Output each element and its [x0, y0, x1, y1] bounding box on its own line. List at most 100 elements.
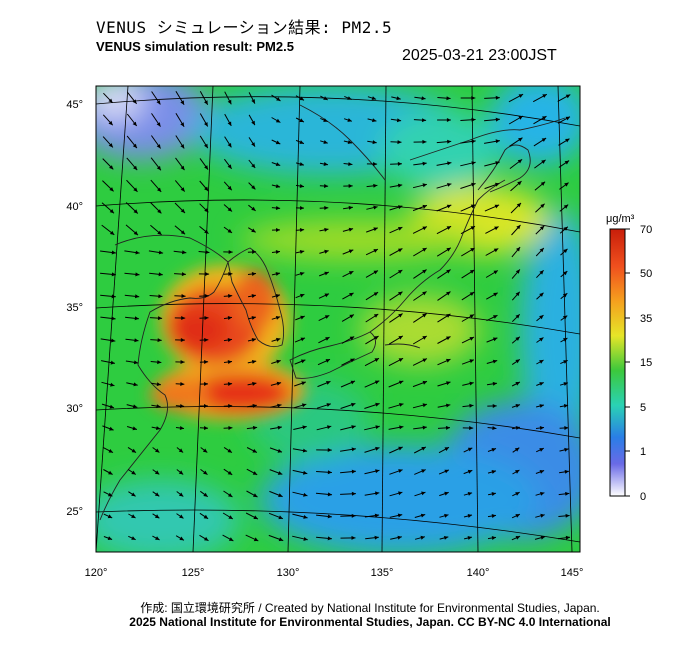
wind-arrow-head — [421, 447, 426, 451]
wind-arrow-head — [421, 469, 426, 473]
wind-arrow-head — [491, 514, 496, 518]
wind-arrow-head — [326, 403, 331, 407]
wind-arrow-head — [277, 471, 283, 475]
wind-arrow-head — [515, 314, 520, 319]
wind-arrow-head — [422, 291, 427, 296]
wind-arrow-head — [565, 94, 571, 99]
wind-arrow-head — [373, 249, 378, 253]
wind-arrow-head — [202, 448, 208, 453]
wind-arrow-head — [227, 448, 232, 453]
wind-arrow-head — [541, 159, 546, 164]
wind-arrow-head — [157, 230, 162, 235]
wind-arrow-head — [180, 165, 185, 171]
wind-arrow-head — [398, 313, 403, 318]
wind-arrow-head — [539, 404, 544, 408]
wind-arrow-head — [446, 247, 451, 252]
wind-arrow-head — [253, 515, 258, 519]
title-english: VENUS simulation result: PM2.5 — [96, 39, 294, 54]
wind-arrow-head — [204, 229, 209, 234]
wind-arrow-head — [228, 294, 233, 298]
wind-arrow-head — [275, 140, 281, 145]
wind-arrow-head — [467, 447, 473, 452]
wind-arrow-head — [134, 338, 139, 343]
wind-arrow-head — [493, 270, 498, 275]
wind-arrow-head — [542, 116, 547, 120]
credit-line: 作成: 国立環境研究所 / Created by National Instit… — [140, 601, 600, 615]
wind-arrow-head — [446, 358, 451, 363]
wind-arrow-head — [181, 294, 186, 298]
wind-arrow-head — [467, 469, 473, 474]
wind-arrow-head — [302, 448, 308, 453]
wind-arrow-head — [204, 316, 209, 320]
wind-arrow-head — [251, 163, 256, 168]
coastlines — [99, 104, 566, 521]
wind-arrow-head — [398, 205, 403, 210]
wind-arrow-head — [564, 447, 569, 452]
wind-arrow-head — [251, 206, 256, 211]
wind-arrow-head — [373, 162, 378, 166]
wind-arrow-head — [180, 187, 185, 192]
wind-arrow-head — [348, 205, 353, 210]
wind-arrow-head — [155, 448, 160, 453]
wind-arrow-head — [375, 425, 380, 430]
wind-arrow-head — [108, 470, 113, 475]
wind-arrow-head — [131, 536, 136, 540]
wind-arrow-head — [565, 116, 570, 121]
timestamp: 2025-03-21 23:00JST — [402, 47, 557, 64]
wind-arrow-head — [493, 315, 498, 319]
wind-arrow-head — [156, 404, 161, 409]
wind-arrow-head — [251, 338, 256, 342]
wind-arrow-head — [275, 118, 281, 123]
wind-arrow-head — [131, 492, 136, 497]
wind-arrow-head — [154, 470, 160, 475]
wind-arrow-head — [564, 182, 569, 187]
wind-arrow-head — [132, 404, 138, 409]
wind-arrow-head — [111, 338, 116, 343]
wind-arrow-head — [492, 381, 497, 386]
wind-arrow-head — [421, 118, 427, 123]
wind-arrow-head — [373, 270, 378, 275]
wind-arrow-head — [351, 402, 356, 407]
wind-arrow-head — [158, 294, 163, 299]
wind-arrow-head — [327, 492, 332, 497]
wind-arrow-head — [495, 95, 500, 100]
wind-arrow-head — [324, 315, 330, 319]
wind-arrow-head — [397, 161, 402, 166]
wind-arrow-head — [373, 227, 378, 232]
wind-arrow-head — [157, 209, 162, 214]
wind-arrow-head — [539, 382, 544, 386]
wind-arrow-head — [349, 336, 355, 341]
wind-arrow-head — [204, 404, 208, 408]
wind-arrow-head — [327, 448, 332, 452]
wind-arrow-head — [539, 337, 544, 342]
wind-arrow-head — [227, 207, 232, 212]
wind-arrow-head — [278, 537, 284, 542]
wind-arrow-head — [324, 293, 329, 298]
wind-arrow-head — [276, 381, 282, 386]
wind-arrow-head — [444, 469, 449, 474]
wind-arrow-head — [323, 162, 328, 166]
wind-arrow-head — [565, 138, 570, 143]
colorbar-label-70: 70 — [640, 224, 652, 236]
wind-arrow-head — [398, 335, 403, 340]
lat-tick-40: 40° — [66, 201, 83, 213]
colorbar-label-5: 5 — [640, 402, 646, 414]
wind-arrow-head — [470, 248, 475, 252]
wind-arrow-head — [351, 535, 356, 540]
wind-arrow-head — [398, 270, 403, 274]
wind-arrow-head — [563, 226, 568, 231]
wind-arrow-head — [299, 250, 305, 254]
wind-arrow-head — [227, 228, 232, 233]
wind-arrow-head — [516, 247, 521, 252]
wind-arrow-head — [398, 446, 403, 451]
map-frame — [95, 85, 581, 553]
wind-arrow-head — [563, 204, 569, 209]
wind-arrow-head — [493, 248, 499, 253]
wind-arrow-head — [303, 492, 308, 497]
wind-arrow-head — [107, 514, 113, 519]
wind-arrow-head — [179, 514, 184, 519]
wind-arrow-head — [564, 426, 569, 430]
wind-arrow-head — [515, 514, 520, 518]
wind-arrow-head — [132, 143, 137, 149]
wind-arrow-head — [132, 99, 137, 104]
